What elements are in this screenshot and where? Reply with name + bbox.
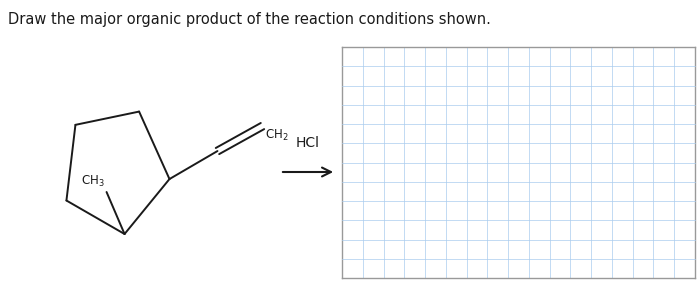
- Text: HCl: HCl: [296, 136, 320, 150]
- Text: CH$_3$: CH$_3$: [81, 174, 104, 189]
- Text: Draw the major organic product of the reaction conditions shown.: Draw the major organic product of the re…: [8, 12, 491, 27]
- Text: CH$_2$: CH$_2$: [265, 128, 289, 143]
